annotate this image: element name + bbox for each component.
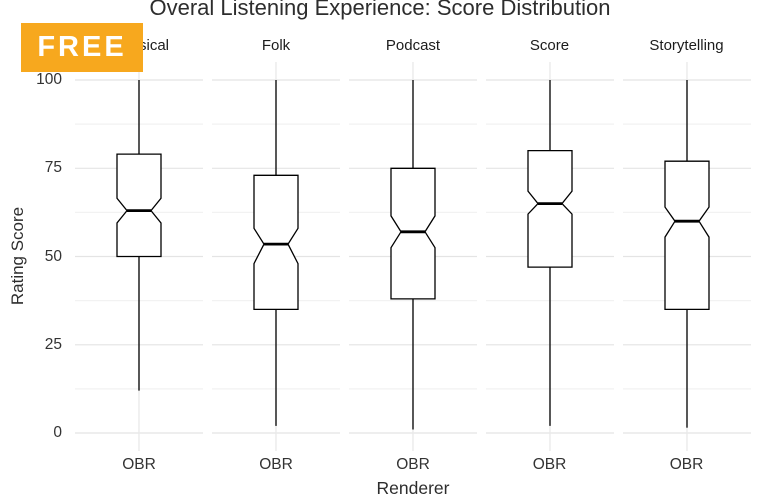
notched-box xyxy=(526,149,573,268)
y-axis-tick-label: 0 xyxy=(53,424,62,441)
x-tick-label-storytelling: OBR xyxy=(669,456,704,473)
x-tick-label-podcast: OBR xyxy=(396,456,430,473)
x-tick-label-folk: OBR xyxy=(259,456,293,473)
facet-label-podcast: Podcast xyxy=(385,37,441,54)
notched-box xyxy=(663,160,710,311)
facet-panel-podcast xyxy=(349,62,477,451)
y-axis-tick-label: 50 xyxy=(44,247,62,265)
facet-panel-score xyxy=(485,62,614,451)
boxplot-svg xyxy=(212,62,340,451)
free-watermark-label: FREE xyxy=(37,31,127,63)
notched-box xyxy=(253,174,299,311)
x-axis-title: Renderer xyxy=(376,478,450,498)
facet-label-folk: Folk xyxy=(261,37,291,54)
facet-label-score: Score xyxy=(529,37,570,54)
x-tick-label-classical: OBR xyxy=(122,456,156,473)
facet-panel-storytelling xyxy=(622,62,751,451)
boxplot-svg xyxy=(485,62,614,451)
boxplot-svg xyxy=(622,62,751,451)
boxplot-svg xyxy=(75,62,203,451)
boxplot-svg xyxy=(349,62,477,451)
chart-title: Overal Listening Experience: Score Distr… xyxy=(149,0,611,20)
y-axis-tick-label: 100 xyxy=(36,71,62,88)
notched-box xyxy=(390,167,436,300)
y-axis-tick-label: 25 xyxy=(44,335,62,353)
free-watermark-badge: FREE xyxy=(21,23,143,72)
facet-panel-classical xyxy=(75,62,203,451)
facet-panel-folk xyxy=(212,62,340,451)
y-axis-tick-label: 75 xyxy=(44,159,62,177)
facet-label-storytelling: Storytelling xyxy=(649,37,724,54)
notched-box xyxy=(116,153,162,258)
x-tick-label-score: OBR xyxy=(532,456,567,473)
